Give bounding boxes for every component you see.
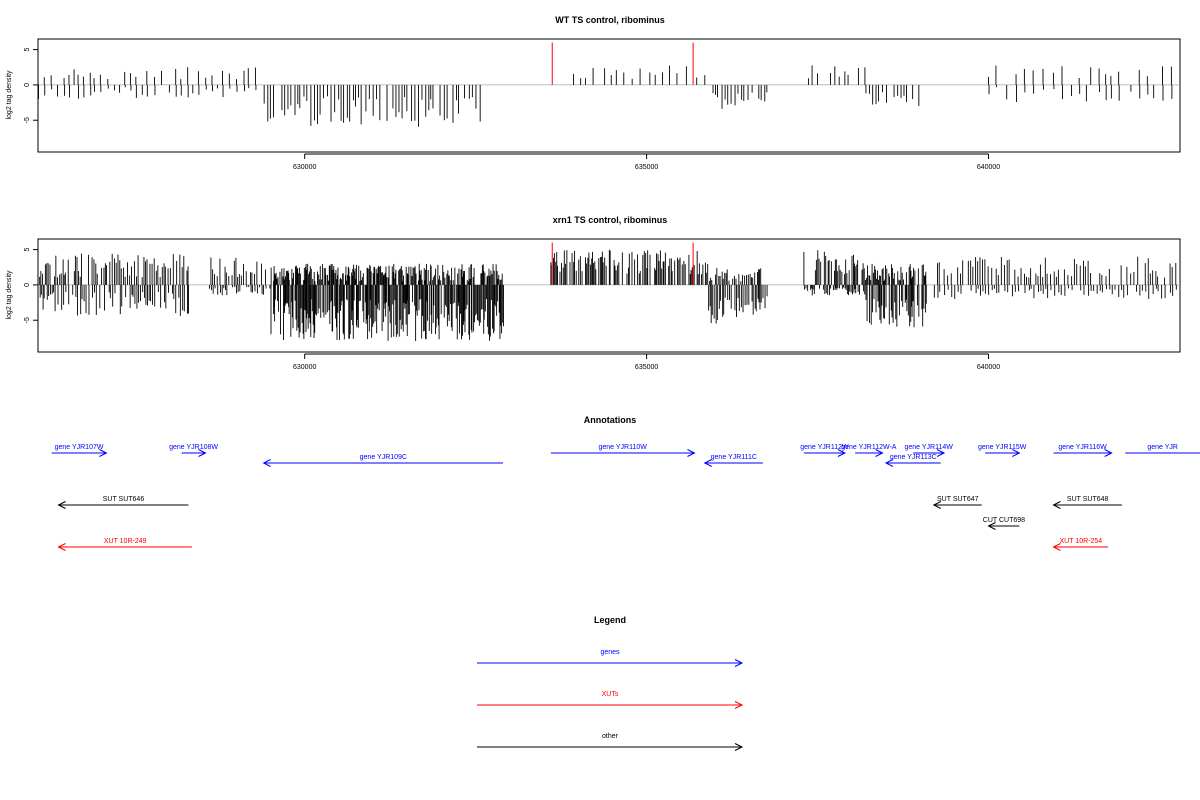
y-tick-label: 0	[24, 283, 31, 287]
annotation-feature: gene YJR111C	[703, 454, 763, 467]
feature-arrowhead	[987, 522, 996, 530]
legend-label: other	[602, 733, 619, 740]
feature-label: gene YJR107W	[55, 444, 104, 451]
annotation-feature: gene YJR115W	[978, 444, 1027, 457]
y-tick-label: 0	[24, 83, 31, 87]
feature-label: gene YJR108W	[169, 444, 218, 451]
y-axis-label: log2 tag density	[6, 70, 13, 120]
feature-label: gene YJR116W	[1058, 444, 1107, 451]
feature-arrowhead	[1052, 543, 1061, 551]
annotation-feature: gene YJR108W	[169, 444, 218, 457]
coverage-bars	[38, 242, 1180, 342]
legend-arrowhead	[734, 743, 744, 751]
annotation-feature: gene YJR110W	[550, 444, 696, 457]
x-tick-label: 640000	[977, 164, 1000, 171]
legend-arrowhead	[734, 701, 744, 709]
y-tick-label: -5	[24, 117, 31, 123]
annotation-tracks: gene YJR107W gene YJR108W gene YJR109C gene…	[51, 444, 1200, 551]
y-tick-label: -5	[24, 317, 31, 323]
legend: genes XUTs other	[477, 649, 744, 751]
annotation-feature: gene YJR116W	[1053, 444, 1113, 457]
feature-arrowhead	[1012, 449, 1021, 457]
annotation-feature: XUT 10R-254	[1052, 538, 1109, 551]
annotation-feature: gene YJR112W-A	[841, 444, 897, 457]
legend-title: Legend	[594, 615, 626, 625]
feature-label: gene YJR115W	[978, 444, 1027, 451]
feature-arrowhead	[884, 459, 894, 467]
feature-label: gene YJR113C	[890, 454, 937, 461]
legend-label: XUTs	[602, 691, 619, 698]
feature-arrowhead	[99, 449, 108, 457]
annotation-feature: gene YJR113C	[884, 454, 941, 467]
feature-arrowhead	[875, 449, 884, 457]
feature-label: gene YJR112W	[800, 444, 849, 451]
feature-arrowhead	[57, 501, 66, 509]
panel-title: xrn1 TS control, ribominus	[553, 215, 668, 225]
xrn1-coverage-panel: xrn1 TS control, ribominus -5 0 5 630000 635…	[6, 215, 1181, 371]
y-tick-label: 5	[24, 48, 31, 52]
feature-arrowhead	[687, 449, 696, 457]
panel-title: WT TS control, ribominus	[555, 15, 665, 25]
y-tick-label: 5	[24, 248, 31, 252]
feature-label: SUT SUT648	[1067, 496, 1109, 503]
annotation-feature: gene YJR	[1125, 444, 1200, 454]
feature-arrowhead	[703, 459, 712, 467]
feature-arrowhead	[1104, 449, 1113, 457]
feature-arrowhead	[198, 449, 207, 457]
axes: -5 0 5 630000 635000 640000	[24, 48, 1000, 171]
legend-item: genes	[477, 649, 744, 667]
annotation-feature: gene YJR107W	[51, 444, 108, 457]
legend-item: other	[477, 733, 744, 751]
feature-label: gene YJR	[1147, 444, 1178, 451]
x-tick-label: 635000	[635, 164, 658, 171]
y-axis-label: log2 tag density	[6, 270, 13, 320]
feature-label: gene YJR109C	[360, 454, 407, 461]
x-tick-label: 635000	[635, 364, 658, 371]
annotation-feature: SUT SUT647	[932, 496, 982, 509]
annotation-feature: XUT 10R-249	[57, 538, 192, 551]
feature-arrowhead	[1052, 501, 1061, 509]
feature-label: gene YJR110W	[598, 444, 647, 451]
axes: -5 0 5 630000 635000 640000	[24, 248, 1000, 371]
legend-arrowhead	[734, 659, 744, 667]
x-tick-label: 630000	[293, 364, 316, 371]
feature-arrowhead	[936, 449, 946, 457]
plot-frame	[37, 38, 1181, 153]
legend-item: XUTs	[477, 691, 744, 709]
feature-label: XUT 10R-249	[104, 538, 147, 545]
feature-arrowhead	[57, 543, 66, 551]
x-tick-label: 630000	[293, 164, 316, 171]
feature-label: XUT 10R-254	[1060, 538, 1103, 545]
feature-label: gene YJR114W	[904, 444, 953, 451]
coverage-bars	[37, 42, 1180, 127]
feature-arrowhead	[837, 449, 847, 457]
feature-label: SUT SUT647	[937, 496, 979, 503]
annotation-feature: CUT CUT698	[983, 517, 1025, 530]
legend-label: genes	[600, 649, 620, 656]
feature-arrowhead	[932, 501, 942, 509]
x-tick-label: 640000	[977, 364, 1000, 371]
feature-label: CUT CUT698	[983, 517, 1025, 524]
annotation-feature: SUT SUT646	[57, 496, 189, 509]
annotation-feature: gene YJR112W	[800, 444, 849, 457]
wt-coverage-panel: WT TS control, ribominus -5 0 5 630000 63500…	[6, 15, 1181, 171]
annotations-title: Annotations	[584, 415, 637, 425]
annotation-feature: SUT SUT648	[1052, 496, 1122, 509]
annotation-feature: gene YJR114W	[904, 444, 953, 457]
annotation-feature: gene YJR109C	[262, 454, 504, 467]
feature-label: SUT SUT646	[103, 496, 145, 503]
feature-label: gene YJR111C	[711, 454, 757, 461]
feature-label: gene YJR112W-A	[841, 444, 897, 451]
feature-arrowhead	[262, 459, 271, 467]
